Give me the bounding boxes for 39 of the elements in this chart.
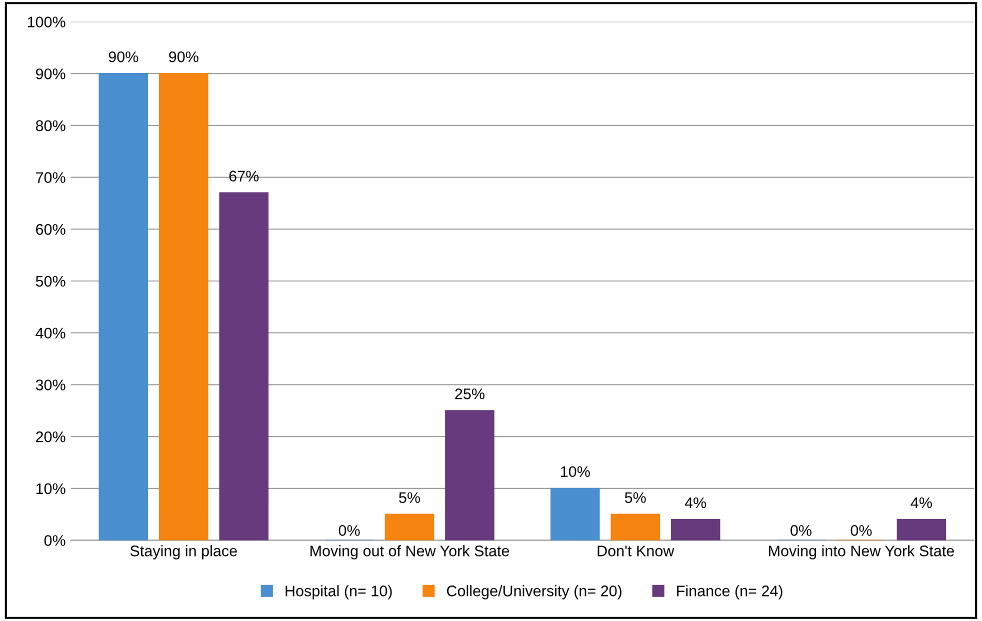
x-tick-label: Don't Know — [598, 546, 674, 556]
bar — [896, 518, 946, 540]
data-label: 0% — [790, 525, 812, 536]
y-tick-label: 80% — [36, 120, 66, 132]
bar — [550, 488, 600, 540]
legend-label: College/University (n= 20) — [446, 585, 622, 600]
bar — [384, 514, 434, 540]
data-label: 5% — [399, 492, 420, 503]
data-label: 25% — [455, 388, 484, 400]
bar — [445, 410, 494, 540]
y-tick-label: 40% — [36, 328, 66, 339]
x-tick-label: Moving out of New York State — [310, 545, 510, 560]
y-tick-label: 60% — [36, 224, 66, 235]
bar — [158, 73, 208, 540]
data-label: 4% — [684, 497, 706, 508]
y-tick-label: 20% — [36, 431, 66, 442]
data-label: 10% — [561, 466, 590, 478]
data-label: 0% — [850, 525, 872, 536]
data-label: 0% — [338, 525, 360, 536]
y-tick-label: 30% — [36, 380, 66, 390]
bar — [219, 192, 269, 540]
x-tick-label: Staying in place — [130, 545, 237, 560]
y-tick-label: 50% — [36, 276, 66, 287]
y-tick-label: 10% — [36, 483, 66, 494]
data-label: 5% — [624, 492, 646, 503]
bar — [610, 514, 660, 540]
bar — [98, 73, 148, 540]
x-tick-label: Moving into New York State — [769, 545, 954, 560]
bar — [670, 518, 720, 540]
y-tick-label: 0% — [44, 535, 66, 546]
legend-label: Finance (n= 24) — [677, 585, 782, 600]
data-label: 67% — [229, 170, 259, 182]
y-tick-label: 100% — [28, 16, 66, 28]
legend-label: Hospital (n= 10) — [286, 585, 392, 600]
y-tick-label: 90% — [36, 68, 66, 80]
data-label: 90% — [108, 51, 138, 62]
y-tick-label: 70% — [36, 172, 66, 183]
data-label: 90% — [169, 51, 198, 62]
data-label: 4% — [910, 497, 932, 508]
